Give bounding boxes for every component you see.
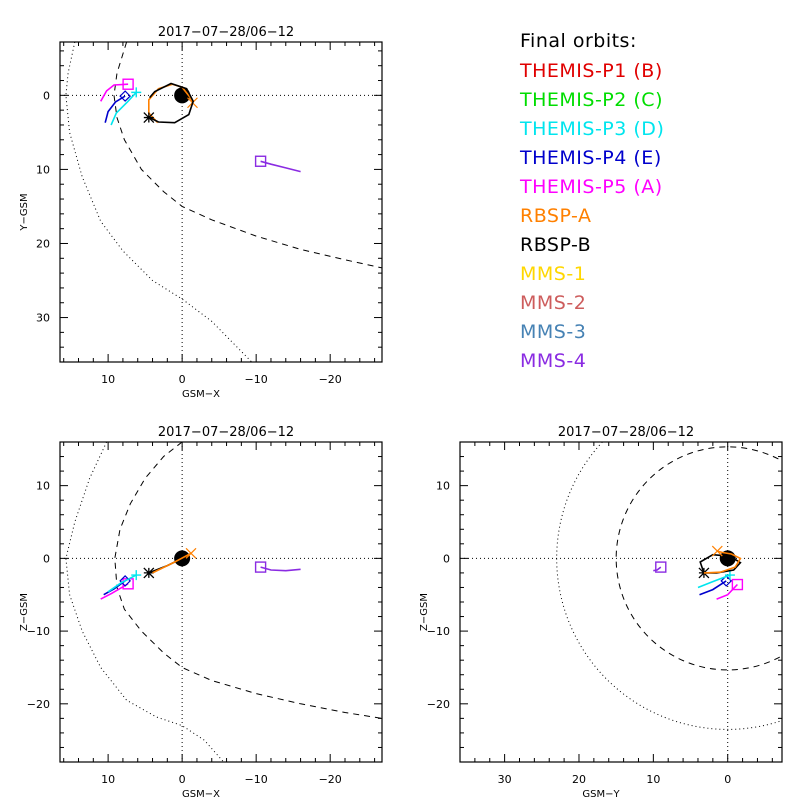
legend-item: THEMIS-P3 (D): [520, 118, 665, 140]
x-tick-label: −10: [245, 373, 268, 386]
x-tick-label: −20: [319, 373, 342, 386]
marker-rbsp-a: [711, 545, 723, 557]
y-tick-label: −20: [427, 698, 450, 711]
legend-item: THEMIS-P4 (E): [520, 147, 662, 169]
bow_shock-boundary: [556, 442, 782, 730]
orbit-themis-p5-a: [716, 583, 738, 600]
marker-themis-p3-d: [131, 570, 142, 581]
legend-item: MMS-2: [520, 292, 587, 314]
orbit-rbsp-a: [703, 550, 742, 574]
y-axis-label: Z−GSM: [419, 593, 430, 631]
bow_shock-boundary: [65, 442, 224, 762]
x-tick-label: 20: [572, 773, 586, 786]
y-tick-label: 10: [436, 480, 450, 493]
x-tick-label: 30: [498, 773, 512, 786]
marker-themis-p3-d: [131, 87, 142, 98]
x-tick-label: 10: [101, 373, 115, 386]
panel-title: 2017−07−28/06−12: [558, 425, 694, 440]
plot-area: [460, 442, 782, 762]
panel-title: 2017−07−28/06−12: [158, 25, 294, 40]
magnetopause-boundary: [114, 442, 382, 719]
legend-title: Final orbits:: [520, 30, 637, 52]
x-tick-label: 0: [179, 373, 186, 386]
x-tick-label: 10: [101, 773, 115, 786]
marker-rbsp-b: [143, 567, 155, 579]
marker-themis-p5-a: [122, 78, 134, 90]
marker-themis-p3-d: [724, 570, 735, 581]
orbit-themis-p4-e: [699, 580, 727, 596]
panel-bottom-right: 30 20 10 0 10 0 −10 −20 2017−07−28/06−12 GSM−Y Z−G…: [419, 425, 783, 800]
axes-frame: [59, 441, 383, 763]
orbit-themis-p5-a: [100, 83, 129, 102]
orbit-themis-p5-a: [100, 583, 129, 600]
plot-area: [60, 42, 382, 362]
legend-item: MMS-4: [520, 350, 587, 372]
x-tick-label: −20: [319, 773, 342, 786]
orbit-themis-p3-d: [110, 91, 137, 126]
panel-top-left: 10 0 −10 −20 0 10 20 30 2017−07−28/06−12 GSM−X Y−G…: [19, 25, 383, 400]
orbit-rbsp-a: [152, 552, 192, 574]
x-tick-label: 0: [724, 773, 731, 786]
marker-themis-p5-a: [731, 578, 744, 591]
orbit-themis-p4-e: [104, 95, 126, 123]
legend-item: THEMIS-P5 (A): [520, 176, 663, 198]
x-axis-label: GSM−Y: [582, 789, 620, 800]
x-axis-label: GSM−X: [182, 789, 220, 800]
y-tick-label: 30: [36, 312, 50, 325]
y-tick-label: −20: [27, 698, 50, 711]
y-tick-label: −10: [27, 625, 50, 638]
orbit-rbsp-b: [148, 82, 195, 124]
y-axis-label: Y−GSM: [19, 193, 30, 231]
x-tick-label: −10: [245, 773, 268, 786]
marker-themis-p4-e: [119, 90, 131, 102]
orbit-themis-p3-d: [697, 574, 731, 589]
y-tick-label: 0: [43, 89, 50, 102]
legend-item: RBSP-A: [520, 205, 592, 227]
magnetopause-boundary: [113, 42, 382, 269]
panel-bottom-left: 10 0 −10 −20 10 0 −10 −20 2017−07−28/06−12 GSM−X Z…: [19, 425, 383, 800]
legend-item: MMS-1: [520, 263, 587, 285]
x-tick-label: 0: [179, 773, 186, 786]
y-tick-label: 20: [36, 237, 50, 250]
y-tick-label: 0: [43, 552, 50, 565]
panel-title: 2017−07−28/06−12: [158, 425, 294, 440]
axes-frame: [459, 441, 783, 763]
legend-item: MMS-3: [520, 321, 587, 343]
orbit-themis-p3-d: [107, 574, 137, 593]
axes-frame: [59, 41, 383, 363]
y-axis-label: Z−GSM: [19, 593, 30, 631]
marker-mms-1-4: [655, 561, 667, 573]
marker-mms-1-4: [254, 155, 267, 167]
orbit-mms-1-4: [653, 566, 662, 572]
orbit-mms-1-4: [260, 160, 301, 173]
orbit-mms-1-4: [260, 566, 301, 572]
x-tick-label: 10: [646, 773, 660, 786]
plot-area: [60, 442, 382, 762]
legend-item: THEMIS-P2 (C): [520, 89, 663, 111]
marker-rbsp-b: [143, 112, 155, 124]
legend-item: THEMIS-P1 (B): [520, 60, 663, 82]
y-tick-label: 0: [443, 552, 450, 565]
marker-mms-1-4: [254, 561, 267, 573]
marker-rbsp-a: [185, 547, 197, 559]
legend-item: RBSP-B: [520, 234, 592, 256]
y-tick-label: 10: [36, 480, 50, 493]
y-tick-label: 10: [36, 163, 50, 176]
x-axis-label: GSM−X: [182, 389, 220, 400]
y-tick-label: −10: [427, 625, 450, 638]
